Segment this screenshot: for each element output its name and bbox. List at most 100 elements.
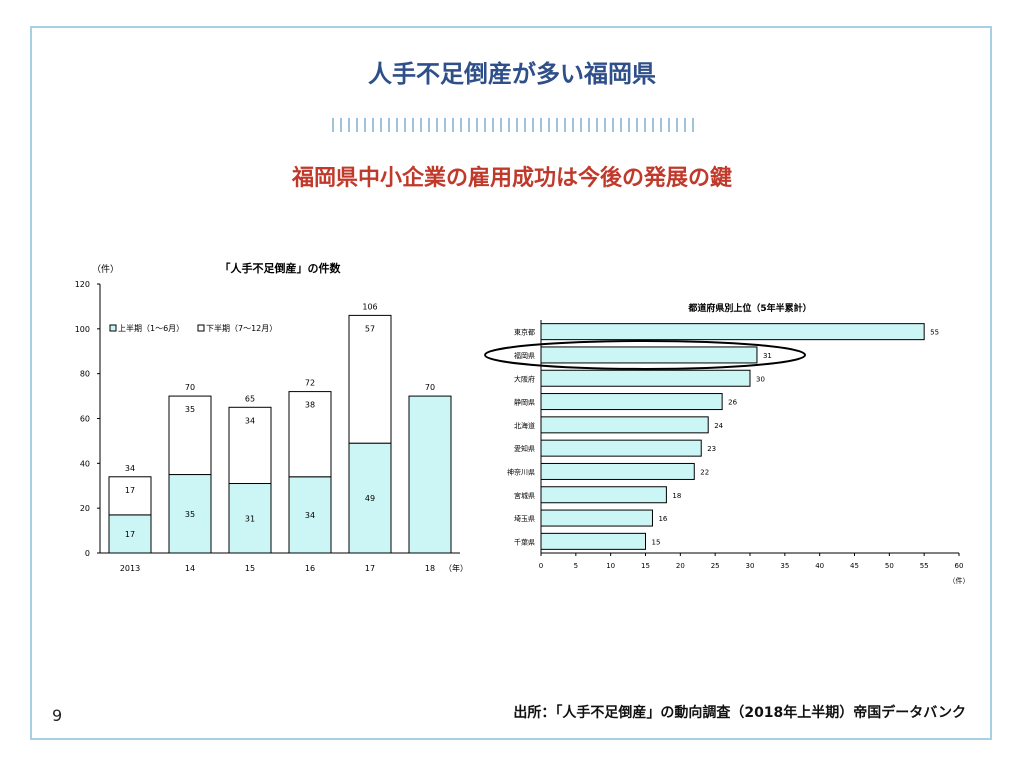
source-note: 出所：「人手不足倒産」の動向調査（2018年上半期）帝国データバンク	[513, 705, 966, 721]
chart1-bar-second-half	[228, 406, 272, 485]
chart2-category-label: 千葉県	[514, 537, 535, 546]
chart2-value-label: 23	[707, 445, 716, 453]
chart2-x-tick-label: 5	[574, 562, 578, 570]
chart1-y-tick-label: 120	[75, 280, 90, 289]
chart1-total-label: 72	[305, 379, 315, 388]
chart1-y-tick-label: 0	[85, 549, 90, 558]
chart1-legend-label: 下半期（7～12月）	[206, 323, 277, 333]
chart2-bar	[540, 509, 653, 527]
chart1-x-tick-label: 16	[305, 564, 315, 573]
page-number: 9	[52, 706, 63, 725]
chart2-bar	[540, 393, 723, 411]
slide-frame	[30, 26, 992, 740]
chart2-value-label: 24	[714, 422, 723, 430]
chart1-title: 「人手不足倒産」の件数	[220, 261, 342, 275]
chart2-x-tick-label: 30	[746, 562, 755, 570]
chart1-ylabel: （件）	[92, 263, 119, 275]
chart2-category-label: 大阪府	[514, 374, 535, 383]
chart1-second-half-label: 38	[305, 401, 315, 410]
chart1-bar-second-half	[108, 476, 152, 516]
chart2-x-tick-label: 25	[711, 562, 720, 570]
chart1-x-tick-label: 17	[365, 564, 375, 573]
chart1-bar-second-half	[288, 391, 332, 478]
chart2-x-tick-label: 15	[641, 562, 650, 570]
chart1-y-tick-label: 20	[80, 504, 90, 513]
chart1-second-half-label: 34	[245, 416, 255, 425]
chart2-bar	[540, 346, 758, 364]
chart2-bar	[540, 323, 925, 341]
chart1-total-label: 65	[245, 394, 255, 403]
chart1-x-tick-label: 15	[245, 564, 255, 573]
chart2-title: 都道府県別上位（5年半累計）	[687, 302, 811, 314]
chart2-bar	[540, 439, 702, 457]
chart1-first-half-label: 17	[125, 530, 135, 539]
chart1-y-tick-label: 60	[80, 415, 90, 424]
chart2-value-label: 22	[700, 468, 709, 476]
chart1-first-half-label: 34	[305, 511, 315, 520]
chart1-bar-second-half	[168, 395, 212, 476]
chart1-xlabel: （年）	[444, 563, 468, 573]
chart2-x-tick-label: 40	[815, 562, 824, 570]
chart1-bar-first-half	[228, 483, 272, 554]
chart2-bar	[540, 369, 751, 387]
chart1-y-tick-label: 40	[80, 459, 90, 468]
chart2-value-label: 31	[763, 352, 772, 360]
chart2-value-label: 55	[930, 329, 939, 337]
chart2-category-label: 神奈川県	[507, 467, 535, 476]
chart1-y-tick-label: 80	[80, 370, 90, 379]
chart1-bar-first-half	[408, 395, 452, 554]
chart1-first-half-label: 31	[245, 514, 255, 523]
chart2-x-tick-label: 60	[955, 562, 964, 570]
chart2-category-label: 北海道	[514, 421, 535, 430]
chart1-bar-second-half	[348, 314, 392, 444]
title-divider	[332, 118, 694, 132]
chart1-bar-first-half	[348, 442, 392, 554]
chart1-legend-swatch	[197, 324, 205, 332]
chart1-second-half-label: 57	[365, 324, 375, 333]
chart2-category-label: 埼玉県	[514, 514, 535, 523]
chart1-x-tick-label: 2013	[120, 564, 140, 573]
chart2-category-label: 宮城県	[514, 491, 535, 500]
chart2-category-label: 福岡県	[514, 351, 535, 360]
chart2-value-label: 30	[756, 375, 765, 383]
chart1-bar-first-half	[108, 514, 152, 554]
chart1-bar-first-half	[168, 474, 212, 554]
chart2-value-label: 26	[728, 399, 737, 407]
chart1-legend-swatch	[109, 324, 117, 332]
chart1-total-label: 34	[125, 464, 135, 473]
chart1-x-tick-label: 14	[185, 564, 195, 573]
chart2-x-tick-label: 50	[885, 562, 894, 570]
chart1-total-label: 70	[425, 383, 435, 392]
chart1-second-half-label: 17	[125, 486, 135, 495]
chart1-y-tick-label: 100	[75, 325, 90, 334]
chart2-category-label: 静岡県	[514, 398, 535, 407]
chart2-bar	[540, 416, 709, 434]
chart1-total-label: 70	[185, 383, 195, 392]
chart2-bar	[540, 486, 667, 504]
chart2-x-tick-label: 35	[780, 562, 789, 570]
chart2-x-tick-label: 10	[606, 562, 615, 570]
chart2-x-tick-label: 55	[920, 562, 929, 570]
chart2-value-label: 16	[658, 515, 667, 523]
chart2-category-label: 東京都	[514, 328, 535, 337]
chart2-xlabel: （件）	[949, 576, 970, 585]
chart2-category-label: 愛知県	[514, 444, 535, 453]
highlight-ellipse	[484, 339, 806, 370]
chart1-x-tick-label: 18	[425, 564, 435, 573]
slide-title: 人手不足倒産が多い福岡県	[368, 59, 656, 88]
chart2-bar	[540, 462, 695, 480]
chart2-value-label: 18	[672, 492, 681, 500]
chart1-total-label: 106	[362, 302, 377, 311]
chart1-first-half-label: 49	[365, 494, 375, 503]
chart2-value-label: 15	[652, 538, 661, 546]
slide-subtitle: 福岡県中小企業の雇用成功は今後の発展の鍵	[291, 165, 732, 191]
chart2-x-tick-label: 0	[539, 562, 543, 570]
chart1-legend-label: 上半期（1～6月）	[118, 323, 184, 333]
chart2-x-tick-label: 45	[850, 562, 859, 570]
chart2-x-tick-label: 20	[676, 562, 685, 570]
chart1-second-half-label: 35	[185, 405, 195, 414]
chart1-first-half-label: 35	[185, 510, 195, 519]
chart2-bar	[540, 532, 646, 550]
